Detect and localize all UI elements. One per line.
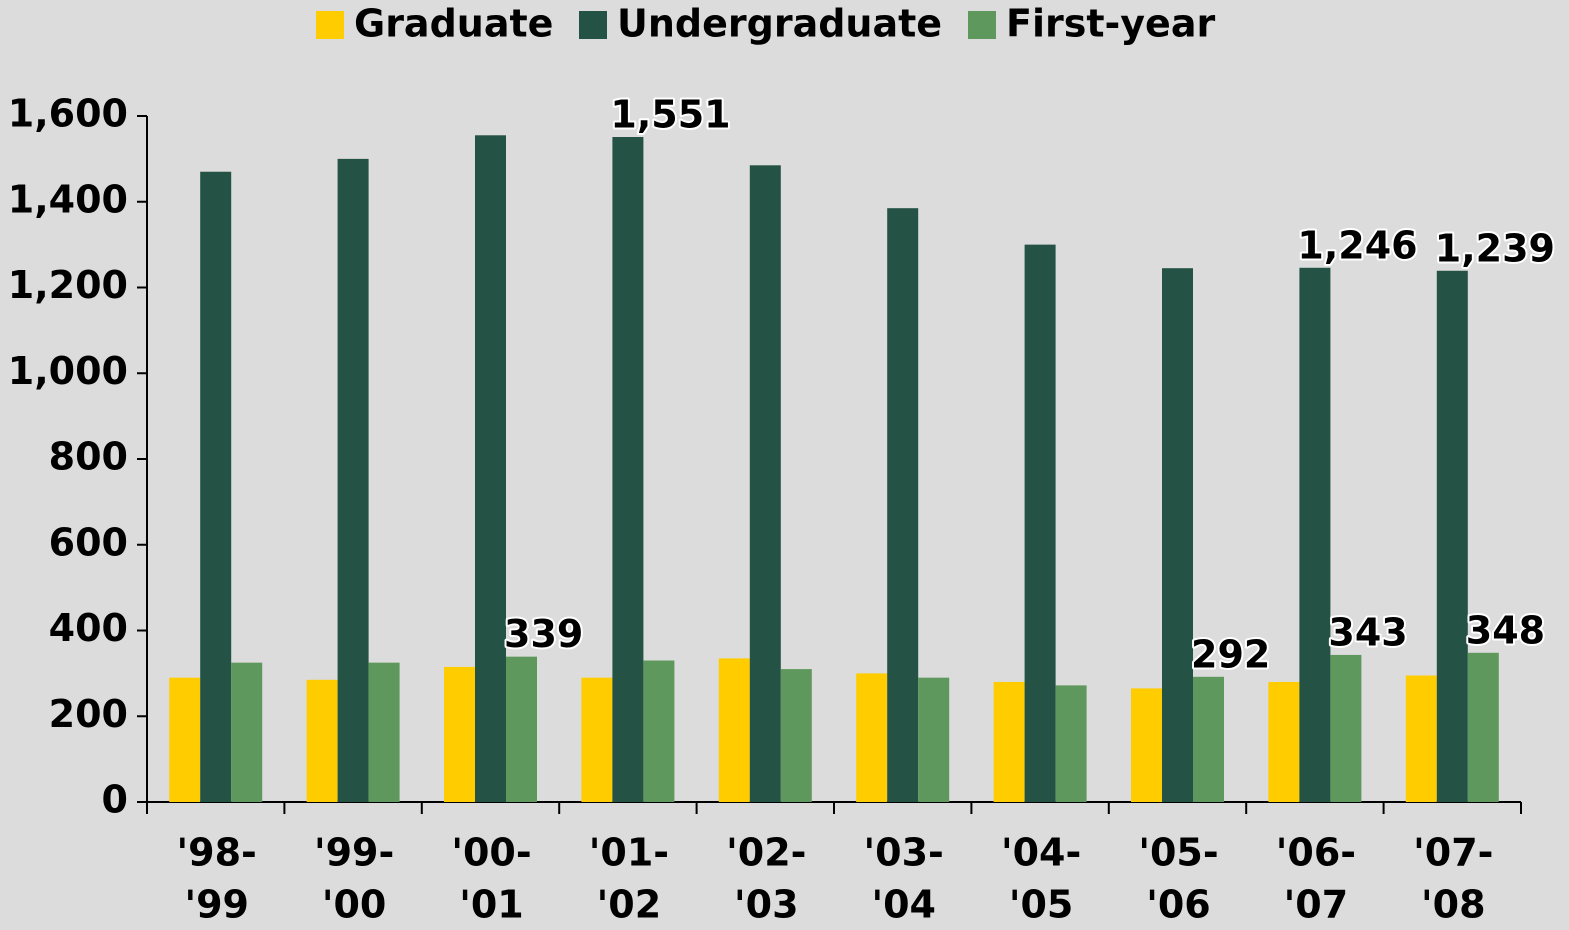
x-tick-label: '07- [1413, 831, 1493, 875]
bar [368, 662, 400, 802]
legend-swatch [968, 11, 996, 39]
x-tick-label: '99 [184, 883, 249, 927]
y-tick-label: 1,400 [8, 177, 128, 221]
y-tick-label: 1,600 [8, 92, 128, 136]
y-tick-label: 0 [102, 778, 128, 822]
bar [231, 662, 263, 802]
x-tick-label: '07 [1284, 883, 1349, 927]
x-tick-label: '06 [1146, 883, 1211, 927]
legend-label: Graduate [354, 2, 553, 46]
y-tick-label: 400 [49, 606, 128, 650]
bar [1024, 244, 1056, 802]
bar [169, 677, 201, 802]
data-label: 1,239 [1435, 226, 1555, 270]
legend-swatch [579, 11, 607, 39]
bar [1131, 688, 1162, 802]
bar [506, 656, 537, 802]
bar [887, 208, 919, 802]
data-label: 292 [1191, 632, 1270, 676]
bar [444, 666, 475, 802]
x-tick-label: '01- [589, 831, 669, 875]
data-label: 343 [1328, 610, 1407, 654]
x-tick-label: '08 [1421, 883, 1486, 927]
y-tick-label: 1,200 [8, 263, 128, 307]
legend-swatch [316, 11, 344, 39]
bar [1055, 685, 1087, 802]
y-tick-label: 800 [49, 435, 128, 479]
bar [612, 137, 644, 803]
x-tick-label: '04 [871, 883, 936, 927]
bar [1268, 681, 1300, 802]
x-tick-label: '98- [177, 831, 257, 875]
x-tick-label: '99- [314, 831, 394, 875]
legend-label: First-year [1006, 2, 1215, 46]
bar [918, 677, 950, 802]
data-label: 1,551 [610, 93, 730, 137]
bar [306, 679, 338, 802]
bar [475, 135, 506, 802]
y-tick-label: 200 [49, 692, 128, 736]
bar [581, 677, 613, 802]
x-tick-label: '02- [726, 831, 806, 875]
bar [780, 669, 812, 802]
data-label: 348 [1466, 608, 1545, 652]
x-tick-label: '05- [1138, 831, 1218, 875]
x-tick-label: '06- [1276, 831, 1356, 875]
x-tick-label: '00- [451, 831, 531, 875]
x-tick-label: '03- [864, 831, 944, 875]
y-tick-label: 1,000 [8, 349, 128, 393]
data-label: 1,246 [1297, 223, 1417, 267]
x-tick-label: '04- [1001, 831, 1081, 875]
bar [337, 158, 369, 802]
bar [1162, 268, 1193, 802]
bar [856, 673, 888, 802]
x-tick-label: '03 [734, 883, 799, 927]
bar [643, 660, 675, 802]
data-label: 339 [504, 612, 583, 656]
bar [1405, 675, 1437, 802]
bar [1436, 270, 1468, 802]
bar [1467, 652, 1499, 802]
bar [749, 165, 781, 802]
x-tick-label: '05 [1009, 883, 1074, 927]
bar [1299, 267, 1331, 803]
bar [718, 658, 750, 802]
legend-label: Undergraduate [617, 2, 942, 46]
bar [1330, 654, 1362, 802]
bar [1193, 676, 1224, 802]
x-tick-label: '00 [322, 883, 387, 927]
x-tick-label: '01 [459, 883, 524, 927]
y-tick-label: 600 [49, 520, 128, 564]
x-tick-label: '02 [597, 883, 662, 927]
bar [200, 171, 232, 803]
bar [993, 681, 1025, 802]
